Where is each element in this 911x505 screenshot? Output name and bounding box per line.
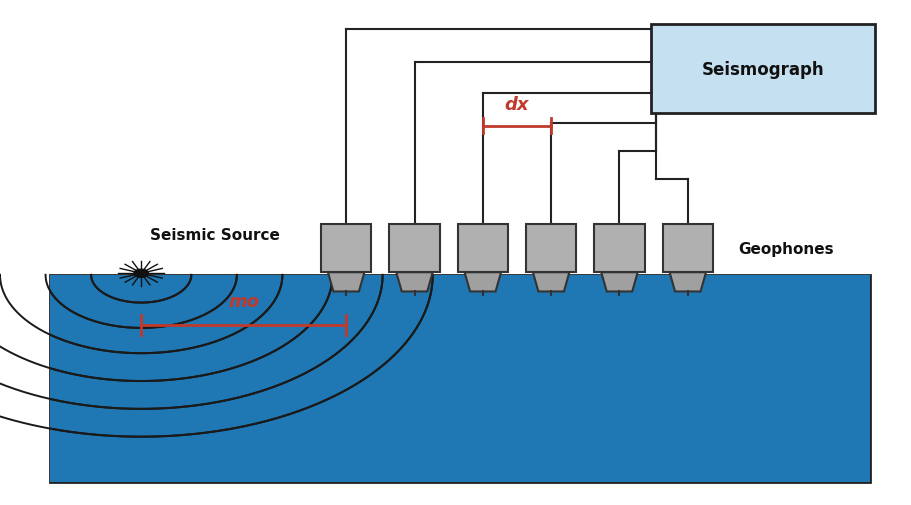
Polygon shape — [465, 273, 501, 292]
Text: dx: dx — [505, 95, 529, 114]
FancyBboxPatch shape — [663, 225, 713, 273]
FancyBboxPatch shape — [322, 225, 372, 273]
Polygon shape — [601, 273, 638, 292]
FancyBboxPatch shape — [50, 275, 870, 482]
Text: Seismograph: Seismograph — [701, 61, 824, 78]
Text: Geophones: Geophones — [738, 241, 834, 256]
Text: mo: mo — [228, 292, 260, 311]
FancyBboxPatch shape — [595, 225, 645, 273]
Polygon shape — [670, 273, 706, 292]
Polygon shape — [396, 273, 433, 292]
FancyBboxPatch shape — [390, 225, 440, 273]
Bar — [50, 275, 870, 482]
Polygon shape — [328, 273, 364, 292]
FancyBboxPatch shape — [527, 225, 577, 273]
Text: Seismic Source: Seismic Source — [150, 227, 281, 242]
Polygon shape — [533, 273, 569, 292]
FancyBboxPatch shape — [458, 225, 508, 273]
FancyBboxPatch shape — [651, 25, 875, 114]
Circle shape — [134, 270, 148, 278]
